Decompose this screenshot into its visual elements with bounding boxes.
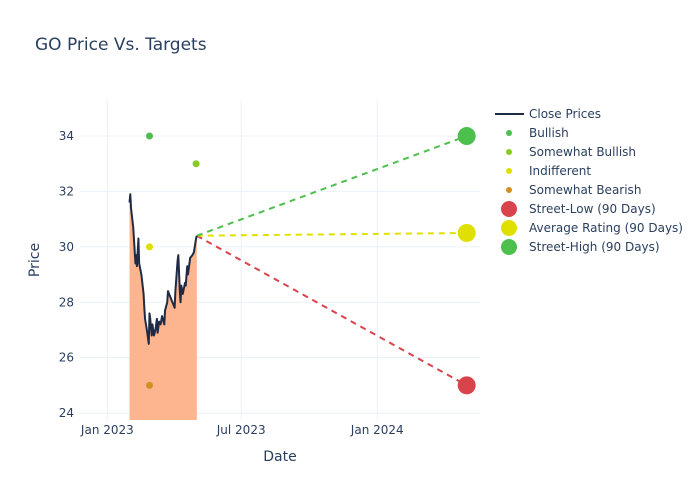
close-price-area: [129, 194, 197, 420]
y-tick-label: 26: [59, 351, 74, 365]
legend-item-label: Somewhat Bullish: [529, 145, 636, 159]
legend-dot-symbol: [506, 149, 512, 155]
legend-item-label: Street-Low (90 Days): [529, 202, 656, 216]
rating-dot: [146, 381, 154, 389]
x-tick-label: Jan 2023: [80, 423, 134, 437]
target-line: [196, 231, 467, 237]
legend-item-label: Somewhat Bearish: [529, 183, 641, 197]
y-tick-label: 32: [59, 184, 74, 198]
rating-dots: [146, 127, 476, 395]
rating-dot: [146, 243, 154, 251]
legend-item-label: Street-High (90 Days): [529, 240, 660, 254]
legend-marker-symbol: [501, 201, 517, 217]
target-line: [196, 234, 468, 387]
legend: Close Prices Bullish Somewhat Bullish Indif…: [495, 107, 683, 255]
y-axis-title: Price: [27, 243, 43, 277]
rating-dot: [146, 132, 154, 140]
y-tick-label: 24: [59, 406, 74, 420]
legend-marker-symbol: [501, 220, 517, 236]
legend-item-label: Close Prices: [529, 107, 601, 121]
legend-item-label: Bullish: [529, 126, 569, 140]
rating-dot: [192, 160, 200, 168]
close-price-line-group: [128, 193, 198, 345]
y-axis-ticks: 24 26 28 30 32 34: [59, 129, 74, 420]
target-lines: [196, 135, 468, 387]
target-marker: [457, 127, 476, 146]
legend-item-label: Average Rating (90 Days): [529, 221, 683, 235]
chart-title: GO Price Vs. Targets: [35, 35, 207, 55]
target-marker: [457, 376, 476, 395]
legend-marker-symbol: [501, 239, 517, 255]
x-axis-ticks: Jan 2023 Jul 2023 Jan 2024: [80, 423, 404, 437]
close-price-fill: [129, 194, 197, 420]
x-tick-label: Jan 2024: [350, 423, 404, 437]
target-marker: [457, 223, 476, 242]
legend-dot-symbol: [506, 168, 512, 174]
y-tick-label: 34: [59, 129, 74, 143]
y-tick-label: 28: [59, 295, 74, 309]
legend-dot-symbol: [506, 130, 512, 136]
legend-item-label: Indifferent: [529, 164, 591, 178]
close-price-line: [128, 193, 198, 345]
target-line: [196, 135, 468, 237]
legend-dot-symbol: [506, 187, 512, 193]
y-tick-label: 30: [59, 240, 74, 254]
x-axis-title: Date: [263, 449, 296, 465]
x-tick-label: Jul 2023: [216, 423, 266, 437]
